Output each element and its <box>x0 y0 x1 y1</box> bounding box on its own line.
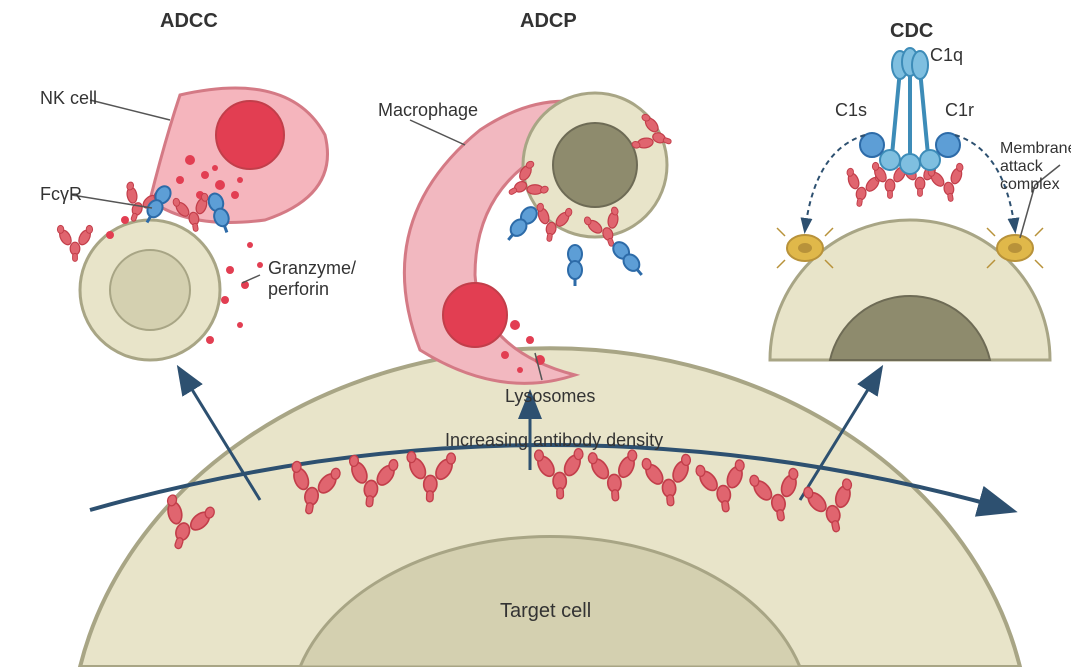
fcgr-icon <box>610 239 647 279</box>
adcc-title: ADCC <box>160 10 218 33</box>
cdc-title: CDC <box>890 20 933 43</box>
target-cell-label: Target cell <box>500 600 591 623</box>
diagram-canvas <box>0 0 1071 667</box>
macrophage-nucleus <box>443 283 507 347</box>
adcp-title: ADCP <box>520 10 577 33</box>
fcgr-label: FcγR <box>40 184 82 205</box>
macrophage-label: Macrophage <box>378 100 478 121</box>
granzyme-label: Granzyme/ perforin <box>268 258 356 300</box>
c1r-label: C1r <box>945 100 974 121</box>
fcgr-icon <box>568 245 582 286</box>
mac-label: Membrane attack complex <box>1000 140 1071 194</box>
c1s-label: C1s <box>835 100 867 121</box>
lysosomes-label: Lysosomes <box>505 386 595 407</box>
adcc-panel <box>57 88 327 360</box>
cdc-panel <box>770 48 1060 360</box>
adcc-target-cell <box>80 220 220 360</box>
adcp-panel <box>404 93 677 383</box>
c1q-label: C1q <box>930 45 963 66</box>
nk-cell-label: NK cell <box>40 88 97 109</box>
nk-nucleus <box>216 101 284 169</box>
density-label: Increasing antibody density <box>445 430 663 451</box>
fcgr-icon <box>503 204 540 244</box>
